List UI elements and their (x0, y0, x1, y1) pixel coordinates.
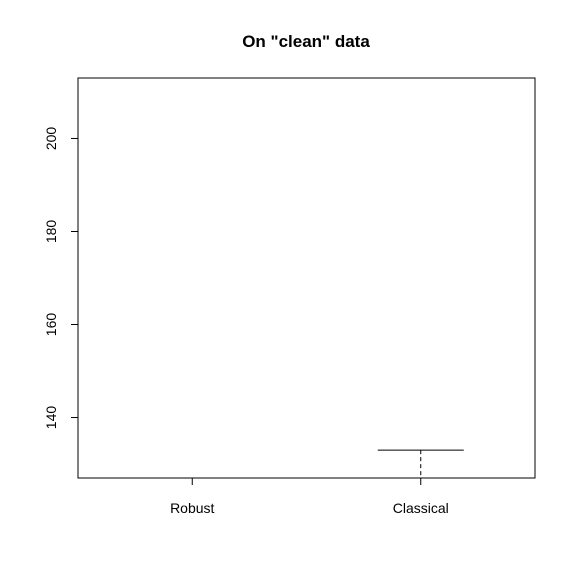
y-axis: 140 160 180 200 (43, 127, 79, 430)
x-tick-label: Robust (170, 500, 214, 516)
x-tick-label: Classical (393, 500, 449, 516)
plot-frame (77, 77, 536, 479)
chart-title: On "clean" data (242, 32, 370, 51)
y-tick-label: 140 (43, 406, 59, 430)
x-axis: Robust Classical (170, 477, 449, 516)
y-tick-label: 160 (43, 313, 59, 337)
y-tick-label: 180 (43, 220, 59, 244)
plot-marks (377, 449, 464, 478)
y-tick-label: 200 (43, 127, 59, 151)
